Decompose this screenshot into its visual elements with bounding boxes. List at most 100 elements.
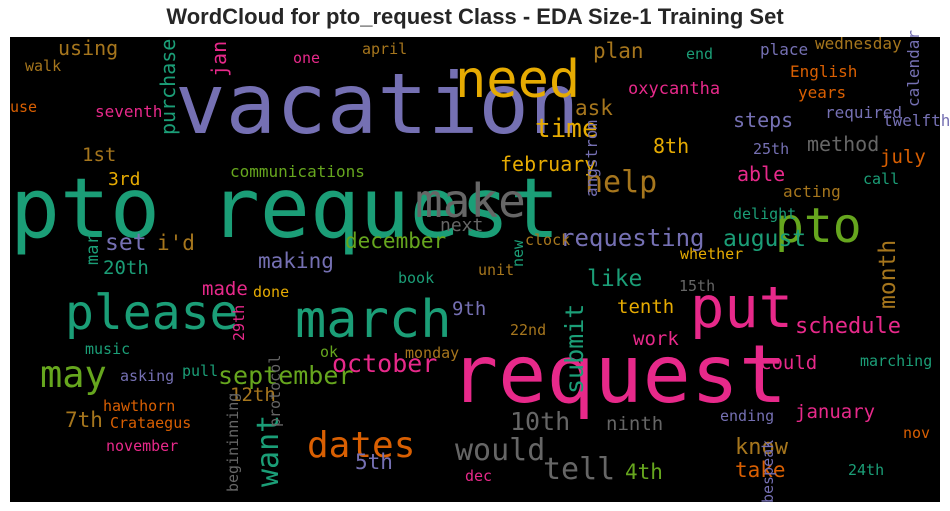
word-seventh: seventh [95, 102, 162, 121]
word-like: like [587, 266, 642, 292]
word-month: month [875, 240, 901, 309]
word-july: july [880, 146, 926, 168]
word-november: november [106, 437, 178, 455]
word-ninth: ninth [606, 413, 663, 435]
word-done: done [253, 283, 289, 301]
word-7th: 7th [65, 408, 103, 432]
word-would: would [455, 433, 545, 468]
word-please: please [65, 285, 238, 341]
word-next: next [440, 215, 483, 236]
word-15th: 15th [679, 277, 715, 295]
word-1st: 1st [82, 144, 116, 166]
word-august: august [723, 226, 806, 252]
word-20th: 20th [103, 257, 149, 279]
word-4th: 4th [625, 460, 663, 484]
word-i-d: i'd [157, 231, 195, 255]
word-acting: acting [783, 182, 841, 201]
word-ending: ending [720, 407, 774, 425]
word-set: set [105, 230, 147, 256]
word-requesting: requesting [560, 224, 705, 252]
word-delight: delight [733, 205, 796, 223]
word-vacation: vacation [175, 55, 580, 153]
word-put: put [690, 275, 793, 341]
word-september: september [218, 361, 353, 390]
word-pto-request: pto request [10, 160, 560, 257]
word-whether: whether [680, 245, 743, 263]
word-unit: unit [478, 261, 514, 279]
word-29th: 29th [230, 305, 248, 341]
word-steps: steps [733, 108, 793, 132]
word-marching: marching [860, 352, 932, 370]
word-dec: dec [465, 467, 492, 485]
word-asking: asking [120, 367, 174, 385]
word-know: know [735, 435, 789, 460]
word-march: march [295, 290, 452, 350]
word-may: may [40, 353, 107, 396]
word-could: could [760, 352, 817, 374]
word-december: december [345, 229, 446, 253]
word-english: English [790, 62, 857, 81]
word-help: help [585, 165, 657, 200]
word-8th: 8th [653, 134, 689, 158]
word-time: time [535, 114, 598, 144]
word-10th: 10th [510, 407, 570, 436]
word-ask: ask [575, 96, 613, 120]
word-12th: 12th [230, 384, 276, 406]
word-able: able [737, 162, 785, 186]
word-schedule: schedule [795, 314, 901, 339]
word-make: make [415, 174, 526, 228]
word-nov: nov [903, 424, 930, 442]
word-22nd: 22nd [510, 321, 546, 339]
word-communications: communications [230, 162, 365, 181]
word-jan: jan [207, 41, 231, 77]
word-use: use [10, 98, 37, 116]
word-3rd: 3rd [108, 169, 141, 190]
word-angstrom: angstrom [582, 120, 601, 197]
word-oxycantha: oxycantha [628, 79, 720, 99]
word-25th: 25th [753, 140, 789, 158]
word-plan: plan [593, 39, 644, 63]
word-24th: 24th [848, 461, 884, 479]
word-new: new [509, 239, 527, 267]
word-clock: clock [525, 231, 570, 249]
word-begininning: begininning [224, 393, 242, 492]
word-dates: dates [307, 425, 415, 466]
word-method: method [807, 132, 879, 156]
word-walk: walk [25, 57, 61, 75]
word-hawthorn: hawthorn [103, 397, 175, 415]
word-submit: submit [560, 304, 589, 394]
word-made: made [202, 278, 248, 300]
word-april: april [362, 40, 407, 58]
word-twelfth: twelfth [883, 111, 950, 130]
word-work: work [633, 328, 679, 350]
word-one: one [293, 49, 320, 67]
chart-title: WordCloud for pto_request Class - EDA Si… [166, 4, 784, 29]
word-using: using [58, 36, 118, 60]
word-ok: ok [320, 343, 338, 361]
word-5th: 5th [355, 450, 393, 474]
word-pto: pto [775, 198, 862, 254]
word-crataegus: Crataegus [110, 414, 191, 432]
word-required: required [825, 103, 902, 122]
word-mar: mar [83, 234, 103, 265]
wordcloud-canvas: vacation pto request request put need march pt… [10, 30, 950, 503]
word-monday: monday [405, 344, 459, 362]
word-making: making [258, 249, 334, 273]
word-pull: pull [182, 362, 218, 380]
word-want: want [251, 415, 286, 487]
word-place: place [760, 40, 808, 59]
word-tenth: tenth [617, 296, 674, 318]
word-tell: tell [543, 452, 615, 487]
word-take: take [735, 458, 786, 482]
word-end: end [686, 45, 713, 63]
word-music: music [85, 340, 130, 358]
word-purchase: purchase [156, 39, 180, 135]
word-book: book [398, 269, 434, 287]
word-february: february [500, 152, 596, 176]
word-january: january [795, 401, 875, 423]
word-protocol: protocol [266, 355, 284, 427]
word-october: october [332, 349, 437, 378]
word-bespeak: bespeak [759, 440, 777, 503]
word-wednesday: wednesday [815, 34, 902, 53]
